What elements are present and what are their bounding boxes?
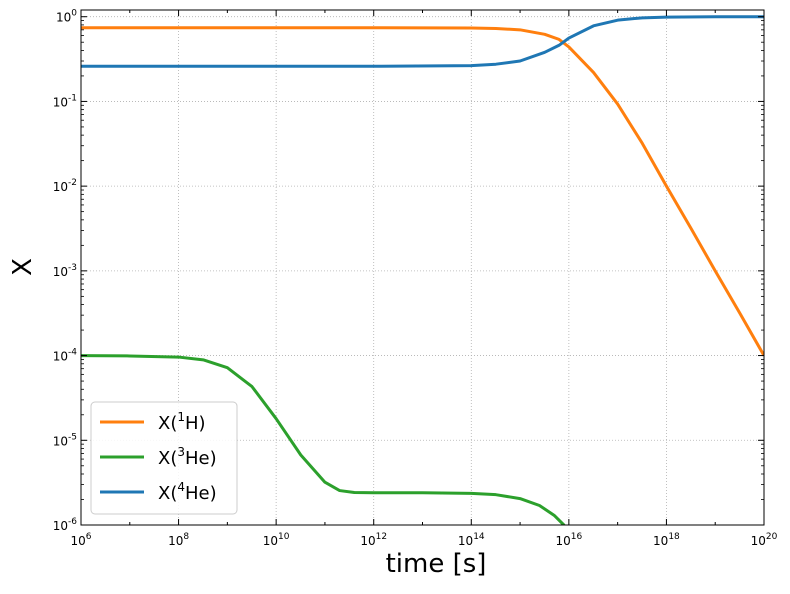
legend-prefix: X( bbox=[158, 483, 177, 504]
x-tick-exponent: 10 bbox=[278, 532, 290, 542]
x-tick-base: 10 bbox=[555, 534, 570, 548]
y-tick-label: 10-2 bbox=[53, 178, 77, 194]
y-tick-label: 100 bbox=[56, 9, 77, 25]
y-tick-base: 10 bbox=[53, 350, 68, 364]
legend-suffix: He) bbox=[185, 448, 217, 469]
x-axis-label: time [s] bbox=[386, 549, 487, 579]
x-tick-base: 10 bbox=[458, 534, 473, 548]
y-tick-label: 10-5 bbox=[53, 432, 77, 448]
legend-entry-label: X(3He) bbox=[158, 445, 217, 469]
x-tick-label: 106 bbox=[70, 532, 91, 548]
y-tick-label: 10-3 bbox=[53, 263, 77, 279]
legend-prefix: X( bbox=[158, 448, 177, 469]
x-tick-labels: 106 108 1010 1012 1014 1016 1018 1020 bbox=[70, 532, 777, 548]
x-tick-exponent: 14 bbox=[473, 532, 485, 542]
x-tick-base: 10 bbox=[653, 534, 668, 548]
x-tick-exponent: 8 bbox=[183, 532, 189, 542]
y-tick-exponent: -3 bbox=[68, 263, 77, 273]
x-tick-label: 108 bbox=[168, 532, 189, 548]
ticks bbox=[80, 10, 765, 526]
y-tick-exponent: 0 bbox=[71, 9, 77, 19]
series-line-1 bbox=[81, 354, 566, 525]
x-tick-exponent: 18 bbox=[668, 532, 680, 542]
legend-entry-label: X(1H) bbox=[158, 410, 206, 434]
y-tick-base: 10 bbox=[53, 180, 68, 194]
x-tick-exponent: 20 bbox=[766, 532, 778, 542]
y-axis-label: X bbox=[8, 258, 38, 276]
legend-suffix: He) bbox=[185, 483, 217, 504]
y-tick-base: 10 bbox=[53, 265, 68, 279]
y-tick-base: 10 bbox=[56, 11, 71, 25]
x-tick-base: 10 bbox=[360, 534, 375, 548]
y-tick-exponent: -4 bbox=[68, 348, 77, 358]
legend: X(1H)X(3He)X(4He) bbox=[90, 401, 238, 515]
y-tick-base: 10 bbox=[53, 434, 68, 448]
x-tick-base: 10 bbox=[263, 534, 278, 548]
x-tick-label: 1010 bbox=[263, 532, 290, 548]
x-tick-label: 1018 bbox=[653, 532, 680, 548]
y-tick-label: 10-1 bbox=[53, 93, 77, 109]
legend-prefix: X( bbox=[158, 413, 177, 434]
legend-superscript: 3 bbox=[177, 445, 185, 459]
y-tick-exponent: -5 bbox=[68, 432, 77, 442]
legend-box bbox=[90, 401, 238, 515]
y-tick-label: 10-6 bbox=[53, 517, 78, 533]
x-tick-base: 10 bbox=[168, 534, 183, 548]
legend-entry-label: X(4He) bbox=[158, 480, 217, 504]
legend-superscript: 1 bbox=[177, 410, 185, 424]
y-tick-base: 10 bbox=[53, 519, 68, 533]
x-tick-exponent: 12 bbox=[376, 532, 387, 542]
y-tick-exponent: -6 bbox=[68, 517, 77, 527]
x-tick-label: 1012 bbox=[360, 532, 387, 548]
legend-superscript: 4 bbox=[177, 480, 185, 494]
x-tick-exponent: 16 bbox=[571, 532, 583, 542]
series-lines bbox=[81, 15, 764, 525]
y-tick-base: 10 bbox=[53, 95, 68, 109]
x-tick-label: 1016 bbox=[555, 532, 582, 548]
x-tick-base: 10 bbox=[751, 534, 766, 548]
y-tick-label: 10-4 bbox=[53, 348, 78, 364]
legend-suffix: H) bbox=[185, 413, 206, 434]
x-tick-label: 1014 bbox=[458, 532, 485, 548]
y-tick-exponent: -1 bbox=[68, 93, 77, 103]
y-tick-exponent: -2 bbox=[68, 178, 77, 188]
series-line-2 bbox=[81, 15, 764, 68]
x-tick-label: 1020 bbox=[751, 532, 778, 548]
x-tick-base: 10 bbox=[70, 534, 85, 548]
x-tick-exponent: 6 bbox=[86, 532, 92, 542]
